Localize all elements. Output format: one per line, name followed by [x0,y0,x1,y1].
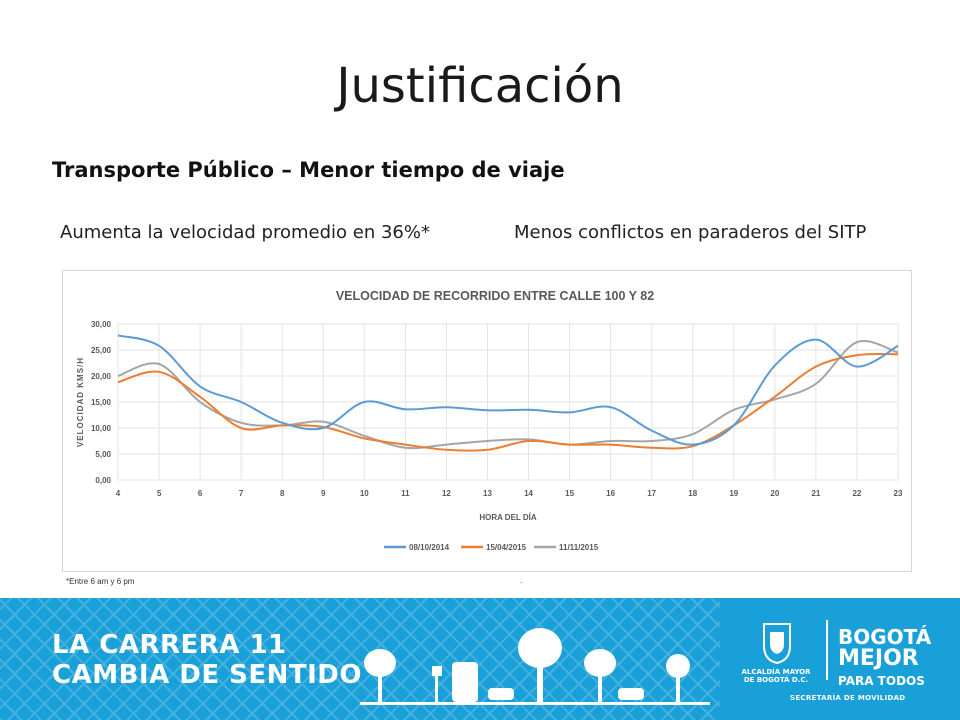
chart-x-axis-label: HORA DEL DÍA [479,513,537,522]
x-tick-label: 6 [198,489,203,498]
tree-icon [666,654,690,678]
point-average-speed: Aumenta la velocidad promedio en 36%* [60,222,430,243]
x-tick-label: 17 [647,489,656,498]
bogota-logo-line-1: BOGOTÁ [838,625,932,649]
banner-headline: LA CARRERA 11 CAMBIA DE SENTIDO [52,630,362,690]
y-tick-label: 20,00 [91,372,112,381]
x-tick-label: 18 [688,489,697,498]
x-tick-label: 12 [442,489,451,498]
x-tick-label: 5 [157,489,162,498]
logo-area [720,598,960,720]
tree-icon [364,649,396,677]
tree-icon [584,649,616,677]
y-tick-label: 5,00 [95,450,111,459]
series-line-2 [117,340,899,450]
y-tick-label: 25,00 [91,346,112,355]
speed-chart: VELOCIDAD DE RECORRIDO ENTRE CALLE 100 Y… [62,270,912,572]
tree-trunk-icon [378,673,382,703]
y-tick-label: 30,00 [91,320,112,329]
x-tick-label: 15 [565,489,574,498]
x-tick-label: 9 [321,489,326,498]
legend-label: 08/10/2014 [409,543,450,552]
banner-line-1: LA CARRERA 11 [52,630,287,660]
x-tick-label: 23 [894,489,903,498]
logo-divider [826,620,828,680]
chart-y-axis-label: VELOCIDAD KMS/H [76,357,85,447]
car-icon [618,688,644,700]
footnote: *Entre 6 am y 6 pm [66,577,135,586]
bus-icon [452,662,478,702]
footnote-mark: . [520,576,523,585]
y-tick-label: 15,00 [91,398,112,407]
alcaldia-line-2: DE BOGOTÁ D.C. [743,676,809,684]
alcaldia-logo-text: ALCALDÍA MAYOR DE BOGOTÁ D.C. [736,668,816,684]
series-line-1 [117,352,899,452]
speed-chart-svg: VELOCIDAD DE RECORRIDO ENTRE CALLE 100 Y… [76,289,903,552]
bus-stop-icon [432,666,442,676]
legend-label: 11/11/2015 [559,543,599,552]
campaign-banner: LA CARRERA 11 CAMBIA DE SENTIDO ALCALDÍA… [0,598,960,720]
x-tick-label: 20 [770,489,779,498]
bogota-logo-line-2: MEJOR [838,646,919,671]
x-tick-label: 14 [524,489,533,498]
street-illustration [360,628,710,705]
x-tick-label: 16 [606,489,615,498]
x-tick-label: 19 [729,489,738,498]
bogota-logo-line-3: PARA TODOS [838,674,925,688]
legend-label: 15/04/2015 [486,543,527,552]
y-tick-label: 10,00 [91,424,112,433]
chart-title: VELOCIDAD DE RECORRIDO ENTRE CALLE 100 Y… [336,289,654,303]
x-tick-label: 22 [852,489,861,498]
secretaria-text: SECRETARÍA DE MOVILIDAD [790,694,906,702]
x-tick-label: 21 [811,489,820,498]
slide-subtitle: Transporte Público – Menor tiempo de via… [52,158,565,182]
alcaldia-line-1: ALCALDÍA MAYOR [741,668,811,676]
x-tick-label: 11 [401,489,410,498]
y-tick-label: 0,00 [95,476,111,485]
banner-line-2: CAMBIA DE SENTIDO [52,660,362,690]
x-tick-label: 13 [483,489,492,498]
car-icon [488,688,514,700]
series-line-0 [117,334,899,446]
x-tick-label: 8 [280,489,285,498]
slide-title: Justificación [336,58,624,114]
x-tick-label: 7 [239,489,244,498]
x-tick-label: 4 [116,489,121,498]
coat-of-arms-icon [763,623,791,664]
bogota-mejor-logo: BOGOTÁ MEJOR PARA TODOS [838,626,931,692]
tree-icon [518,628,562,668]
point-fewer-conflicts: Menos conflictos en paraderos del SITP [514,222,867,243]
x-tick-label: 10 [360,489,369,498]
